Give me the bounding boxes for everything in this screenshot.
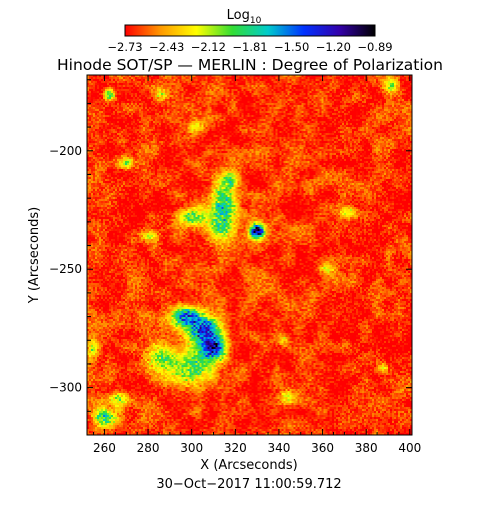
colorbar-tick-label: −1.50 <box>274 40 309 54</box>
x-tick-label: 400 <box>398 441 421 455</box>
colorbar <box>124 24 376 37</box>
colorbar-tick-label: −1.20 <box>316 40 351 54</box>
heatmap-region <box>87 75 412 435</box>
colorbar-tick-label: −2.43 <box>149 40 184 54</box>
colorbar-tick-label: −0.89 <box>357 40 392 54</box>
colorbar-tick-label: −2.12 <box>191 40 226 54</box>
y-axis: −200 −250 −300 <box>49 79 412 436</box>
x-tick-label: 340 <box>267 441 290 455</box>
y-tick-label: −250 <box>49 262 82 276</box>
plot-frame <box>86 74 413 436</box>
x-tick-label: 320 <box>224 441 247 455</box>
y-tick-label: −300 <box>49 381 82 395</box>
x-tick-label: 280 <box>137 441 160 455</box>
colorbar-tick-label: −2.73 <box>107 40 142 54</box>
x-tick-label: 380 <box>355 441 378 455</box>
x-tick-label: 260 <box>93 441 116 455</box>
colorbar-ticks: −2.73 −2.43 −2.12 −1.81 −1.50 −1.20 −0.89 <box>107 40 392 54</box>
y-tick-label: −200 <box>49 144 82 158</box>
x-tick-label: 360 <box>311 441 334 455</box>
x-axis-label: X (Arcseconds) <box>200 458 297 473</box>
y-axis-label: Y (Arcseconds) <box>27 207 42 304</box>
heatmap-image <box>87 75 412 435</box>
x-axis: 260 280 300 320 340 360 380 400 <box>93 75 421 455</box>
colorbar-tick-label: −1.81 <box>232 40 267 54</box>
colorbar-label: Log10 <box>227 8 262 26</box>
x-tick-label: 300 <box>180 441 203 455</box>
timestamp: 30−Oct−2017 11:00:59.712 <box>156 477 341 492</box>
chart-title: Hinode SOT/SP — MERLIN : Degree of Polar… <box>57 56 443 74</box>
